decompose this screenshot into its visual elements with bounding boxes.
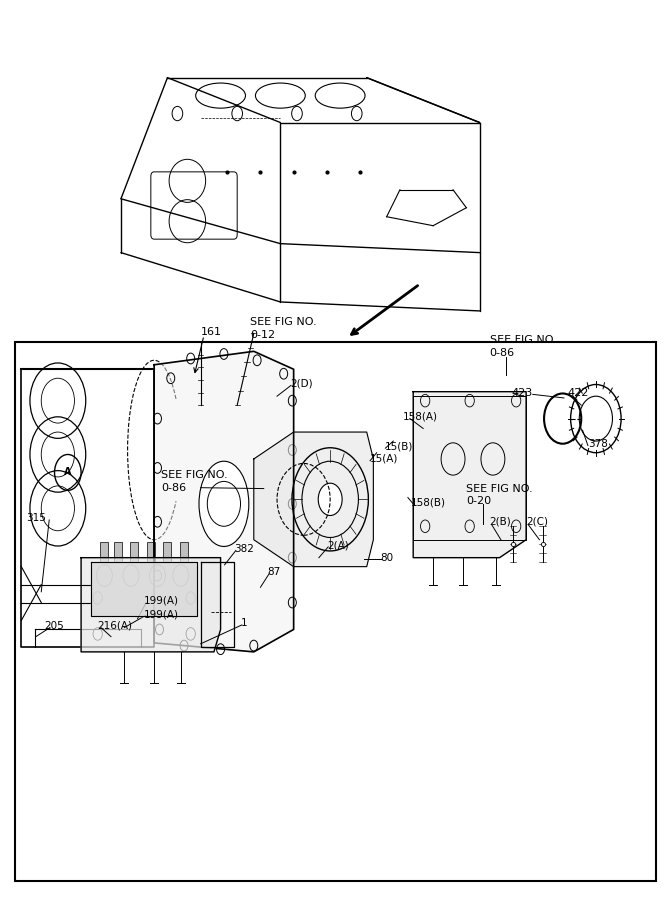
- Text: 158(A): 158(A): [403, 412, 438, 422]
- Bar: [130, 543, 138, 562]
- Text: 199(A): 199(A): [144, 596, 179, 606]
- Polygon shape: [81, 558, 221, 652]
- Text: 1: 1: [241, 618, 247, 628]
- Bar: [180, 543, 188, 562]
- Text: 87: 87: [267, 567, 280, 577]
- Text: 2(D): 2(D): [290, 379, 313, 389]
- Ellipse shape: [199, 461, 249, 546]
- Text: 205: 205: [45, 621, 64, 631]
- Text: 216(A): 216(A): [97, 621, 133, 631]
- Polygon shape: [414, 392, 526, 558]
- Text: 0-20: 0-20: [466, 496, 492, 506]
- Polygon shape: [253, 432, 374, 567]
- Bar: [15, 342, 656, 881]
- Text: 0-12: 0-12: [251, 330, 275, 340]
- Text: 15(B): 15(B): [386, 441, 414, 452]
- Text: 199(A): 199(A): [144, 609, 179, 619]
- Text: SEE FIG NO.: SEE FIG NO.: [161, 470, 227, 480]
- Text: 158(B): 158(B): [411, 497, 446, 507]
- Text: 382: 382: [234, 544, 253, 554]
- Text: 423: 423: [512, 388, 533, 398]
- Text: 315: 315: [27, 513, 47, 523]
- Text: SEE FIG NO.: SEE FIG NO.: [251, 317, 317, 327]
- Text: 80: 80: [380, 553, 393, 562]
- Text: SEE FIG NO.: SEE FIG NO.: [466, 483, 533, 493]
- Bar: [100, 543, 108, 562]
- Text: 2(A): 2(A): [327, 540, 349, 550]
- Bar: [163, 543, 171, 562]
- Text: 0-86: 0-86: [161, 482, 186, 492]
- Text: 0-86: 0-86: [490, 348, 515, 358]
- Text: 378: 378: [588, 438, 608, 449]
- Bar: [147, 543, 155, 562]
- Text: 422: 422: [568, 388, 589, 398]
- Polygon shape: [154, 351, 293, 652]
- Text: 15(A): 15(A): [370, 454, 398, 464]
- Text: 161: 161: [201, 327, 221, 337]
- Text: A: A: [64, 467, 71, 477]
- Circle shape: [318, 483, 342, 516]
- Bar: [113, 543, 121, 562]
- Text: 2(C): 2(C): [526, 517, 548, 526]
- Text: SEE FIG NO.: SEE FIG NO.: [490, 335, 556, 345]
- Text: 2(B): 2(B): [490, 517, 512, 526]
- Polygon shape: [91, 562, 197, 616]
